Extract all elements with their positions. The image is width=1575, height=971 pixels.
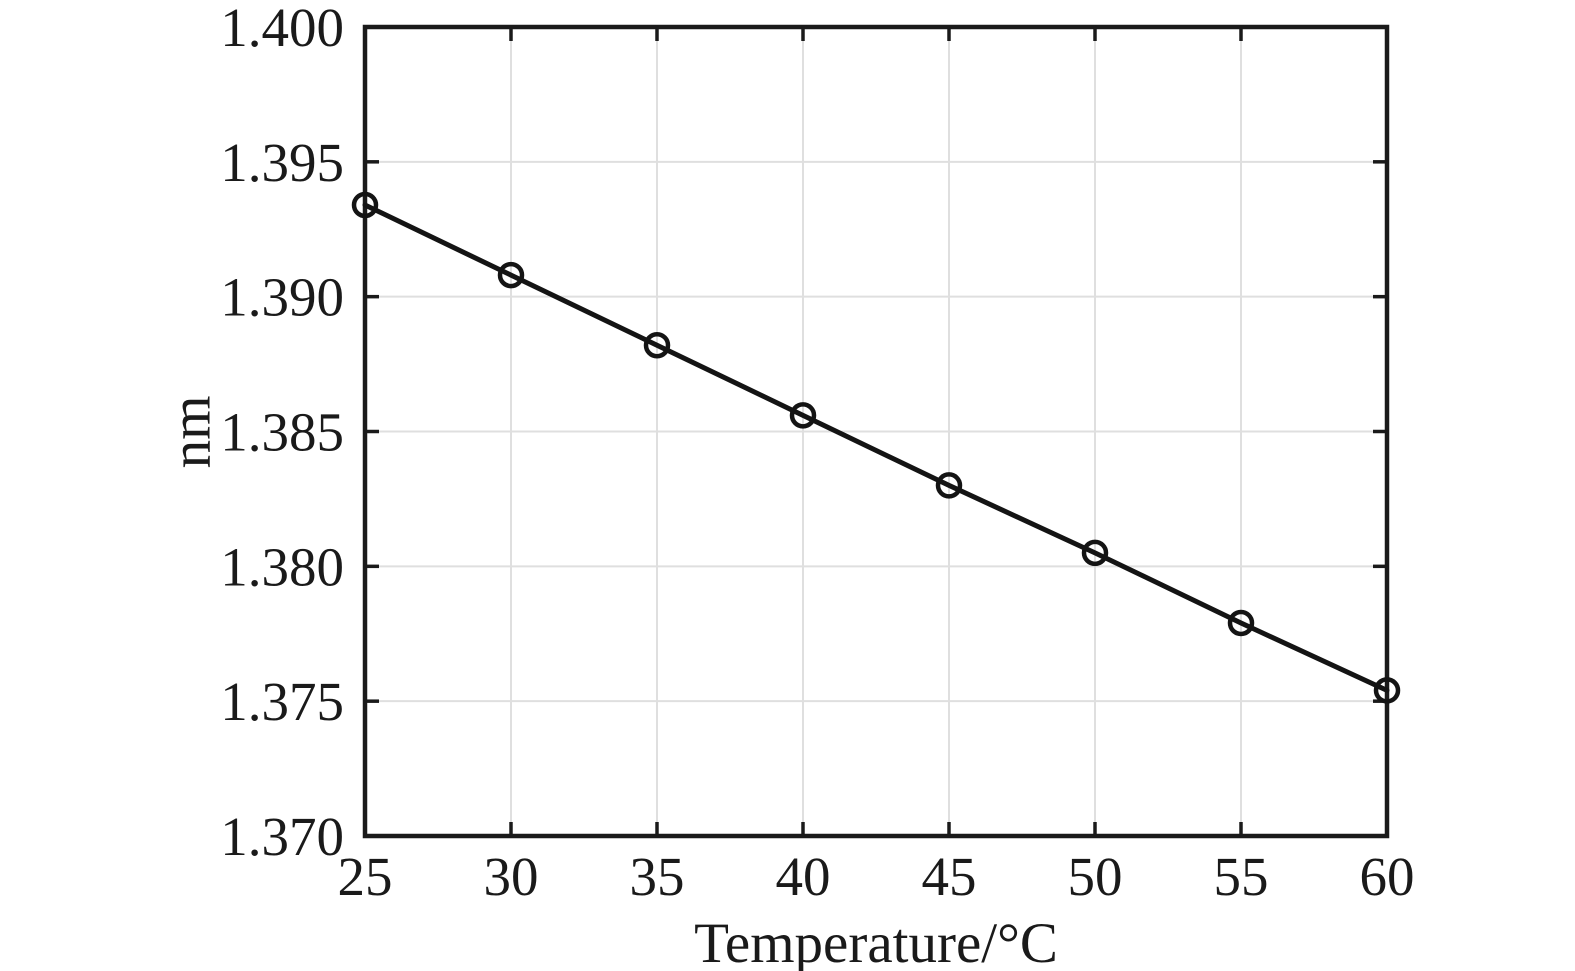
x-tick-label: 25	[338, 846, 393, 907]
y-tick-label: 1.375	[220, 671, 344, 732]
data-point-marker	[789, 402, 817, 429]
x-tick-label: 50	[1068, 846, 1123, 907]
data-point-marker	[935, 472, 963, 499]
y-axis-title: nm	[159, 395, 223, 469]
data-point-marker	[497, 261, 525, 289]
data-point-marker	[351, 191, 379, 219]
x-tick-label: 60	[1360, 846, 1415, 907]
y-tick-label: 1.380	[220, 536, 344, 597]
y-tick-label: 1.370	[220, 806, 344, 867]
data-point-marker	[1081, 539, 1109, 567]
data-line	[362, 202, 1390, 693]
x-axis-title: Temperature/°C	[694, 912, 1058, 971]
data-point-marker	[1373, 677, 1401, 704]
y-tick-label: 1.400	[220, 0, 344, 58]
x-tick-label: 40	[776, 846, 831, 907]
x-tick-label: 55	[1214, 846, 1269, 907]
y-tick-label: 1.395	[220, 132, 344, 193]
x-tick-label: 35	[630, 846, 685, 907]
x-tick-label: 45	[922, 846, 977, 907]
x-tick-label: 30	[484, 846, 539, 907]
y-tick-label: 1.390	[220, 267, 344, 328]
data-point-marker	[1227, 609, 1255, 637]
y-tick-label: 1.385	[220, 402, 344, 463]
data-point-marker	[643, 331, 671, 359]
